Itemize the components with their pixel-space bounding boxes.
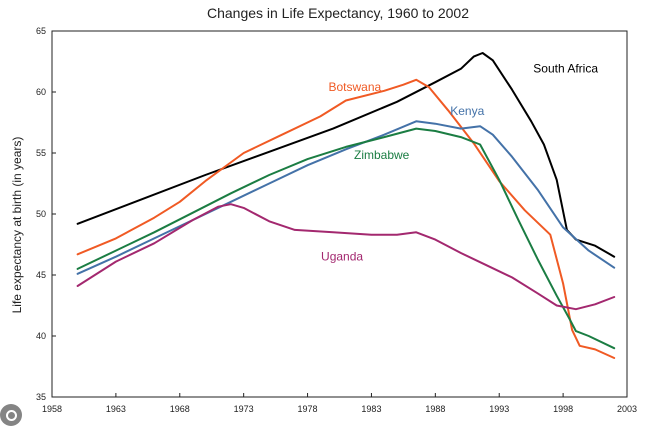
x-tick-label: 1958 [42, 404, 62, 414]
series-label-zimbabwe: Zimbabwe [354, 148, 410, 162]
x-tick-label: 1993 [489, 404, 509, 414]
x-tick-label: 2003 [617, 404, 637, 414]
y-tick-label: 40 [36, 331, 46, 341]
series-label-uganda: Uganda [321, 249, 363, 263]
x-tick-label: 1968 [170, 404, 190, 414]
chart-title: Changes in Life Expectancy, 1960 to 2002 [207, 5, 469, 21]
series-line-uganda [76, 203, 616, 311]
series-lines [76, 52, 616, 359]
y-axis-label: Life expectancy at birth (in years) [10, 137, 24, 314]
y-tick-label: 45 [36, 270, 46, 280]
series-label-botswana: Botswana [328, 80, 381, 94]
x-tick-label: 1973 [234, 404, 254, 414]
x-tick-label: 1983 [361, 404, 381, 414]
x-tick-label: 1978 [298, 404, 318, 414]
y-tick-label: 55 [36, 148, 46, 158]
x-tick-label: 1963 [106, 404, 126, 414]
x-tick-label: 1998 [553, 404, 573, 414]
series-label-kenya: Kenya [450, 104, 484, 118]
x-tick-label: 1988 [425, 404, 445, 414]
axis-ticks: 1958 1963 1968 1973 1978 1983 1988 1993 1998 2003… [36, 26, 637, 414]
lens-search-icon[interactable] [0, 404, 22, 426]
series-line-zimbabwe [76, 127, 616, 350]
series-labels: South Africa Botswana Kenya Zimbabwe Uganda [321, 61, 598, 263]
y-tick-label: 50 [36, 209, 46, 219]
series-line-botswana [76, 78, 616, 359]
series-label-south-africa: South Africa [533, 61, 598, 75]
y-tick-label: 65 [36, 26, 46, 36]
y-tick-label: 35 [36, 392, 46, 402]
y-tick-label: 60 [36, 87, 46, 97]
